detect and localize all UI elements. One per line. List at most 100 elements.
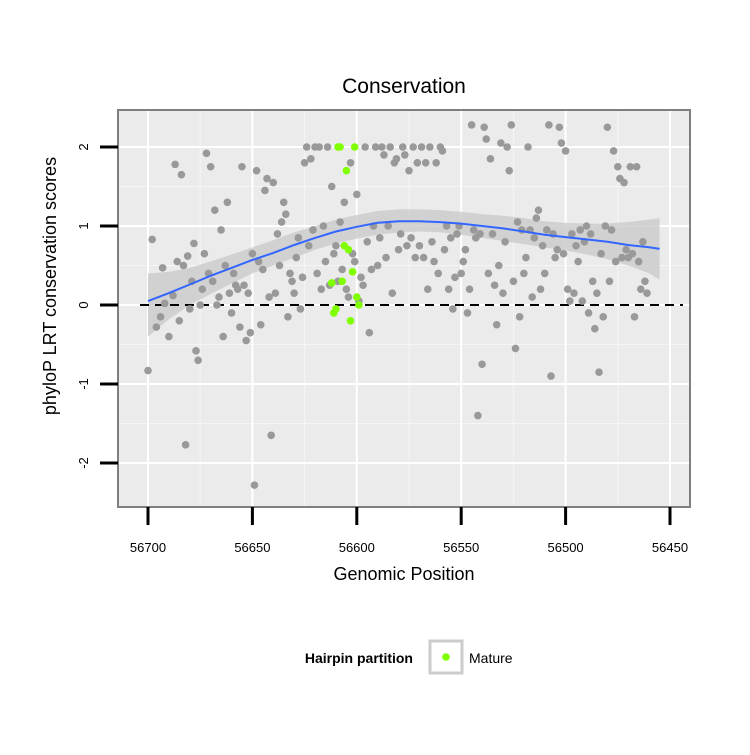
data-point [296, 305, 305, 313]
mature-data-point [348, 268, 357, 276]
data-point [252, 166, 261, 175]
data-point [480, 123, 488, 132]
data-point [185, 305, 194, 313]
data-point [246, 328, 255, 337]
data-point [160, 299, 169, 308]
data-point [634, 257, 643, 266]
legend: Hairpin partition Mature [305, 639, 513, 675]
data-point [194, 356, 202, 365]
data-point [586, 230, 595, 238]
data-point [446, 234, 455, 242]
data-point [467, 121, 476, 129]
data-point [317, 285, 326, 294]
data-point [338, 265, 346, 274]
data-point [532, 214, 541, 222]
data-point [528, 293, 536, 301]
data-point [534, 206, 543, 214]
data-point [284, 313, 292, 321]
data-point [403, 241, 411, 250]
data-point [476, 230, 484, 238]
data-point [179, 261, 188, 270]
data-point [639, 238, 647, 246]
data-point [221, 261, 230, 270]
data-point [405, 166, 413, 175]
data-point [513, 218, 522, 226]
data-point [440, 245, 449, 254]
data-point [601, 222, 610, 230]
data-point [175, 317, 184, 325]
data-point [290, 289, 298, 297]
data-point [357, 273, 365, 282]
data-point [490, 281, 499, 290]
data-point [275, 261, 284, 270]
data-point [265, 293, 273, 301]
data-point [359, 281, 367, 290]
data-point [620, 178, 628, 187]
data-point [382, 253, 390, 262]
data-point [380, 151, 388, 159]
data-point [288, 277, 296, 286]
data-point [158, 264, 167, 272]
data-point [196, 301, 204, 309]
data-point [363, 238, 372, 246]
data-point [233, 285, 242, 294]
loess-smooth-line [147, 220, 660, 303]
data-point [321, 257, 330, 266]
data-point [559, 249, 568, 258]
data-point [511, 344, 520, 353]
data-point [242, 336, 250, 345]
data-point [365, 328, 374, 337]
data-point [315, 143, 324, 151]
legend-key-mature [442, 653, 450, 661]
y-axis-label: phyloP LRT conservation scores [40, 157, 60, 415]
y-tick-label: 1 [76, 222, 91, 229]
data-point [304, 241, 313, 250]
legend-title: Hairpin partition [305, 650, 413, 666]
data-point [190, 239, 198, 248]
data-point [350, 257, 359, 266]
data-point [547, 372, 555, 380]
data-point [171, 160, 179, 169]
plot-panel [118, 110, 690, 507]
data-point [557, 139, 566, 147]
y-tick-label: -2 [76, 457, 91, 469]
data-point [156, 313, 165, 321]
data-point [628, 249, 637, 258]
data-point [332, 241, 340, 250]
data-point [419, 253, 428, 262]
data-point [227, 309, 236, 317]
data-point [238, 162, 246, 171]
y-tick-label: 2 [76, 143, 91, 150]
data-point [570, 289, 578, 297]
data-point [202, 149, 211, 158]
data-point [484, 269, 493, 278]
data-point [282, 210, 290, 218]
data-point [319, 222, 328, 230]
data-point [217, 226, 225, 234]
data-point [309, 226, 317, 234]
data-point [507, 121, 516, 129]
data-point [346, 159, 355, 167]
data-point [428, 238, 436, 246]
data-point [603, 123, 612, 132]
data-point [599, 313, 607, 321]
data-point [551, 253, 559, 262]
data-point [344, 293, 353, 301]
data-point [327, 182, 336, 191]
data-point [183, 252, 192, 260]
data-point [565, 297, 574, 305]
data-point [561, 147, 570, 155]
data-point [522, 253, 530, 262]
data-point [545, 121, 553, 129]
data-point [254, 257, 263, 266]
data-point [192, 347, 200, 355]
data-point [219, 332, 227, 341]
data-point [394, 245, 403, 254]
data-point [605, 277, 614, 286]
data-point [236, 323, 244, 331]
data-point [591, 324, 599, 333]
data-point [438, 147, 447, 155]
data-point [503, 143, 511, 151]
data-point [609, 147, 618, 155]
